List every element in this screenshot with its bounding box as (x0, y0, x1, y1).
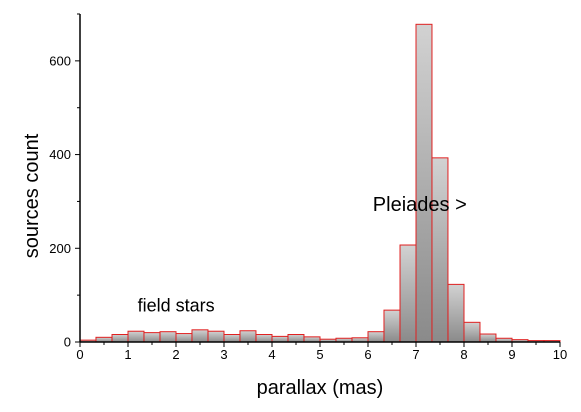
y-axis-title: sources count (21, 133, 43, 258)
histogram-bars (79, 23, 561, 343)
x-tick-label: 1 (124, 347, 131, 362)
histogram-bar (191, 329, 209, 343)
histogram-bar (415, 23, 433, 343)
histogram-bar (175, 333, 193, 343)
histogram-bar (383, 309, 401, 343)
histogram-bar (127, 330, 145, 343)
axes (75, 13, 561, 347)
x-tick-label: 2 (172, 347, 179, 362)
histogram-bar (223, 334, 241, 343)
x-tick-label: 9 (508, 347, 515, 362)
tick-labels: 0 1 2 3 4 5 6 7 8 9 10 0 200 400 600 (49, 53, 567, 362)
x-tick-label: 6 (364, 347, 371, 362)
histogram-bar (111, 334, 129, 343)
histogram-bar (239, 330, 257, 343)
x-tick-label: 7 (412, 347, 419, 362)
histogram-bar (367, 331, 385, 343)
histogram-bar (431, 157, 449, 343)
histogram-bar (255, 334, 273, 343)
y-tick-label: 400 (49, 147, 71, 162)
histogram-bar (159, 331, 177, 343)
histogram-bar (207, 330, 225, 343)
y-tick-label: 200 (49, 241, 71, 256)
histogram-bar (287, 334, 305, 343)
histogram-bar (479, 333, 497, 343)
pleiades-annotation: Pleiades > (373, 194, 467, 216)
annotations: Pleiades > field stars (138, 194, 467, 316)
histogram-bar (143, 332, 161, 343)
x-axis-title: parallax (mas) (257, 377, 384, 399)
x-tick-label: 3 (220, 347, 227, 362)
y-tick-label: 0 (64, 335, 71, 350)
histogram-bar (463, 321, 481, 343)
histogram-bar (303, 336, 321, 343)
x-tick-label: 4 (268, 347, 275, 362)
y-tick-label: 600 (49, 53, 71, 68)
x-tick-label: 5 (316, 347, 323, 362)
field-stars-annotation: field stars (138, 296, 215, 316)
x-tick-label: 10 (553, 347, 567, 362)
histogram-bar (399, 244, 417, 343)
x-tick-label: 0 (76, 347, 83, 362)
histogram-bar (447, 283, 465, 343)
histogram-bar (271, 335, 289, 343)
x-tick-label: 8 (460, 347, 467, 362)
